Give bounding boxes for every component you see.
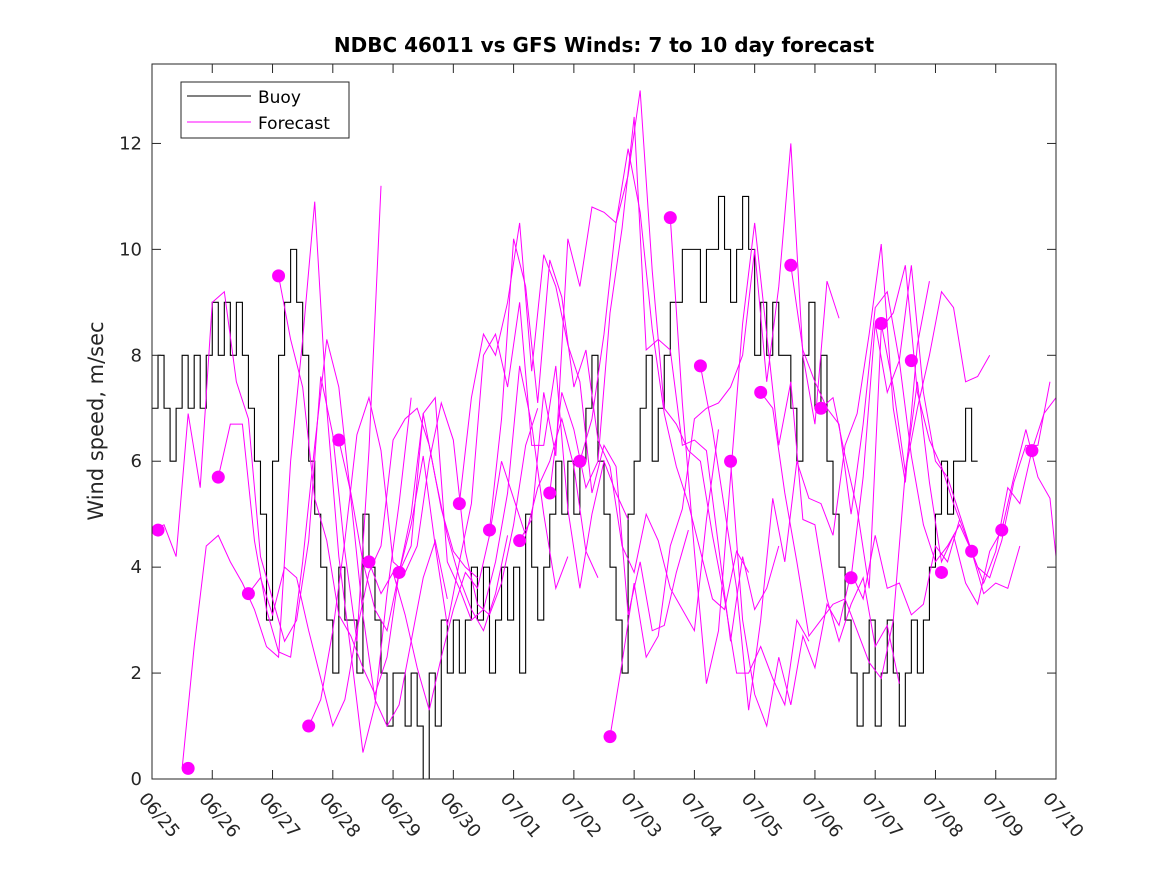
forecast-marker [181,761,195,775]
forecast-series-line-8 [368,416,599,711]
forecast-marker [513,534,527,548]
y-tick-label: 4 [131,557,142,578]
forecast-marker [452,497,466,511]
y-tick-label: 10 [119,239,142,260]
forecast-marker [211,470,225,484]
forecast-series-line-15 [609,143,840,737]
forecast-series-line-19 [760,290,991,680]
legend-forecast-label: Forecast [258,114,330,134]
forecast-marker [874,317,888,331]
forecast-marker [543,486,557,500]
y-axis-label: Wind speed, m/sec [84,321,108,520]
y-tick-label: 12 [119,133,142,154]
forecast-marker [272,269,286,283]
forecast-series-line-16 [669,217,900,684]
forecast-series-line-13 [549,116,780,642]
forecast-marker [724,454,738,468]
forecast-marker [1025,444,1039,458]
forecast-marker [965,544,979,558]
forecast-marker [995,523,1009,537]
plot-area [151,90,1056,779]
forecast-series-line-1 [152,185,382,643]
forecast-series-line-9 [398,302,629,626]
legend: Buoy Forecast [180,81,350,139]
forecast-series-line-10 [458,222,689,632]
forecast-marker [784,258,798,272]
forecast-marker [904,354,918,368]
forecast-series-line-6 [308,395,539,727]
forecast-marker [844,571,858,585]
forecast-marker [302,719,316,733]
y-tick-label: 0 [131,769,142,790]
forecast-marker [151,523,165,537]
chart-title: NDBC 46011 vs GFS Winds: 7 to 10 day for… [334,33,875,57]
forecast-marker [573,454,587,468]
forecast-series-line-11 [488,238,720,633]
forecast-marker [332,433,346,447]
forecast-series-line-14 [579,90,810,707]
axes-box [151,63,1057,780]
forecast-series-line-2 [181,201,412,769]
forecast-series-line-3 [217,339,448,728]
forecast-marker [482,523,496,537]
forecast-marker [241,587,255,601]
plot-series [152,90,1056,779]
legend-buoy-label: Buoy [258,88,301,108]
forecast-marker [693,359,707,373]
buoy-series-line [152,195,978,779]
forecast-marker [814,401,828,415]
forecast-series-line-7 [338,365,569,633]
forecast-marker [754,385,768,399]
forecast-marker [603,730,617,744]
y-tick-label: 6 [131,451,142,472]
forecast-marker [362,555,376,569]
forecast-series-line-12 [519,148,750,611]
forecast-marker [392,565,406,579]
forecast-marker [663,211,677,225]
forecast-marker [934,565,948,579]
y-tick-label: 2 [131,663,142,684]
y-tick-label: 8 [131,345,142,366]
legend-box [180,81,350,139]
forecast-series-line-21 [820,265,1051,589]
forecast-series-line-5 [278,275,509,696]
